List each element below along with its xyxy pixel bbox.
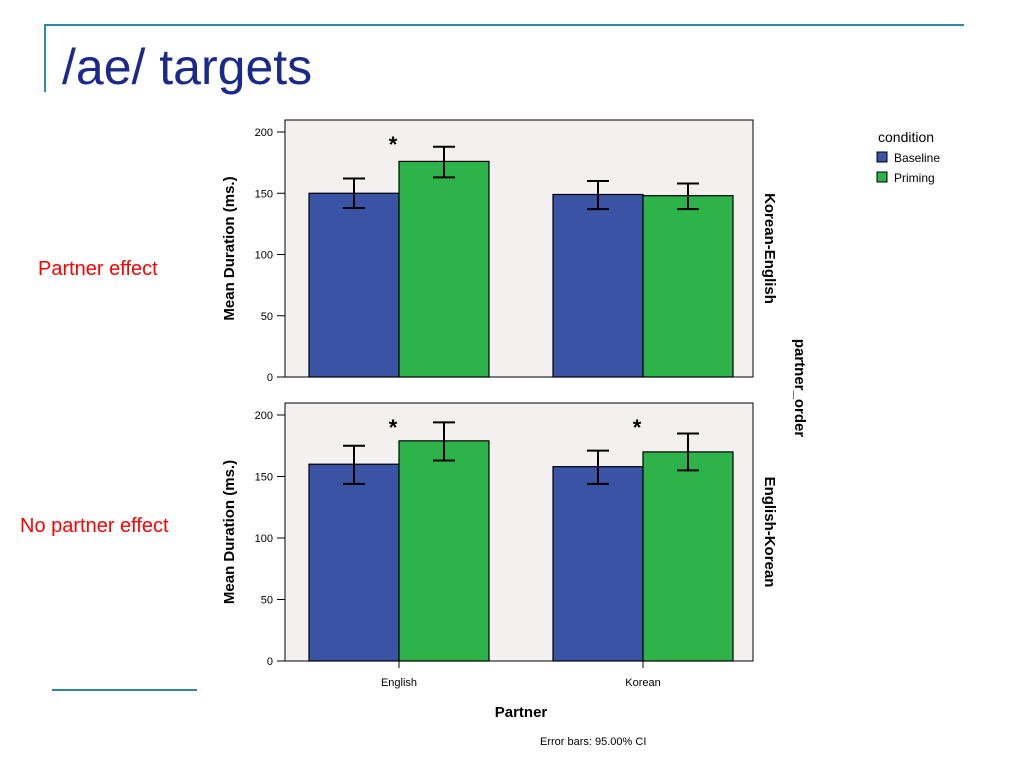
y-tick-label: 150	[255, 188, 273, 200]
y-tick-label: 0	[267, 656, 273, 668]
facet-label-0: Korean-English	[761, 193, 778, 304]
x-axis-title: Partner	[495, 704, 548, 721]
top-rule	[44, 24, 964, 26]
bar-priming	[642, 451, 734, 662]
y-axis-title: Mean Duration (ms.)	[221, 176, 238, 320]
significance-star: *	[633, 415, 642, 440]
bar-baseline	[308, 463, 400, 662]
y-tick-label: 50	[261, 595, 273, 607]
legend-swatch-baseline	[876, 151, 888, 163]
error-bar-note: Error bars: 95.00% CI	[540, 736, 646, 748]
y-tick-label: 50	[261, 311, 273, 323]
significance-star: *	[389, 132, 398, 157]
bar-priming	[642, 195, 734, 378]
left-rule	[44, 24, 46, 92]
bottom-rule	[52, 689, 197, 691]
legend-label-priming: Priming	[894, 171, 935, 185]
legend-swatch-priming	[876, 171, 888, 183]
y-tick-label: 100	[255, 250, 273, 262]
x-tick-label: Korean	[625, 677, 660, 689]
y-tick-label: 200	[255, 410, 273, 422]
facet-variable-title: partner_order	[791, 339, 808, 438]
y-tick-label: 100	[255, 533, 273, 545]
bar-baseline	[308, 192, 400, 378]
y-tick-label: 0	[267, 372, 273, 384]
x-tick-label: English	[381, 677, 417, 689]
legend-title: condition	[878, 129, 934, 145]
bar-baseline	[552, 466, 644, 662]
bar-priming	[398, 160, 490, 378]
slide-title: /ae/ targets	[62, 39, 313, 95]
no-partner-effect-label: No partner effect	[20, 515, 169, 537]
facet-label-1: English-Korean	[761, 477, 778, 588]
legend-label-baseline: Baseline	[894, 151, 940, 165]
significance-star: *	[389, 415, 398, 440]
y-tick-label: 150	[255, 472, 273, 484]
bar-priming	[398, 440, 490, 662]
y-tick-label: 200	[255, 127, 273, 139]
y-axis-title: Mean Duration (ms.)	[221, 460, 238, 604]
bar-baseline	[552, 193, 644, 378]
partner-effect-label: Partner effect	[38, 258, 158, 280]
